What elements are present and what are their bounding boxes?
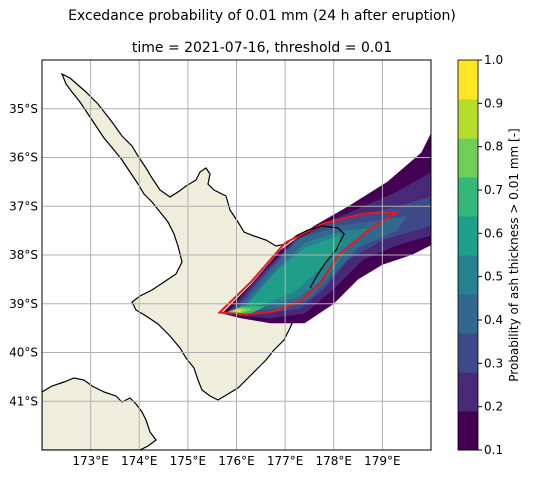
longitude-tick-label: 175°E: [170, 454, 207, 468]
chart-title: Excedance probability of 0.01 mm (24 h a…: [68, 8, 456, 24]
longitude-tick-label: 178°E: [316, 454, 353, 468]
colorbar-tick-label: 0.4: [484, 313, 503, 327]
map-frame: [41, 59, 432, 451]
colorbar-segment: [458, 411, 478, 451]
colorbar-label: Probability of ash thickness > 0.01 mm […: [507, 128, 521, 381]
colorbar-frame: [457, 59, 479, 451]
colorbar-tick-label: 0.6: [484, 226, 503, 240]
colorbar-tick-label: 0.5: [484, 270, 503, 284]
latitude-tick-labels: 35°S 36°S 37°S 38°S 39°S 40°S 41°S: [9, 102, 38, 409]
colorbar-segment: [458, 255, 478, 295]
colorbar-tick-label: 0.8: [484, 140, 503, 154]
map-layers: [42, 60, 431, 450]
latitude-tick-label: 38°S: [9, 248, 38, 262]
latitude-tick-label: 41°S: [9, 394, 38, 408]
colorbar-tick-label: 0.1: [484, 443, 503, 457]
plume-level-1: [234, 309, 242, 312]
colorbar-tick-label: 0.3: [484, 356, 503, 370]
colorbar-tick-label: 1.0: [484, 53, 503, 67]
latitude-tick-label: 36°S: [9, 151, 38, 165]
longitude-tick-label: 173°E: [72, 454, 109, 468]
colorbar: [458, 60, 478, 451]
colorbar-segment: [458, 99, 478, 139]
longitude-tick-label: 176°E: [218, 454, 255, 468]
land-south-island: [42, 377, 157, 450]
coastline-east-cape: [295, 225, 345, 289]
colorbar-tick-label: 0.2: [484, 400, 503, 414]
latitude-tick-label: 37°S: [9, 199, 38, 213]
colorbar-segment: [458, 138, 478, 178]
colorbar-tick-labels: 0.1 0.2 0.3 0.4 0.5 0.6 0.7 0.8 0.9 1.0: [478, 53, 503, 457]
plume-level-0.6: [243, 235, 344, 309]
longitude-tick-label: 177°E: [267, 454, 304, 468]
colorbar-segment: [458, 177, 478, 217]
colorbar-segment: [458, 294, 478, 334]
latitude-tick-label: 39°S: [9, 297, 38, 311]
colorbar-segment: [458, 333, 478, 373]
graticule: [42, 60, 431, 450]
colorbar-segment: [458, 60, 478, 100]
colorbar-segment: [458, 216, 478, 256]
longitude-tick-label: 174°E: [121, 454, 158, 468]
longitude-tick-label: 179°E: [364, 454, 401, 468]
chart-subtitle: time = 2021-07-16, threshold = 0.01: [131, 40, 393, 56]
latitude-tick-label: 35°S: [9, 102, 38, 116]
colorbar-tick-label: 0.9: [484, 96, 503, 110]
latitude-tick-label: 40°S: [9, 346, 38, 360]
longitude-tick-labels: 173°E 174°E 175°E 176°E 177°E 178°E 179°E: [72, 454, 400, 468]
colorbar-tick-label: 0.7: [484, 183, 503, 197]
colorbar-segment: [458, 372, 478, 412]
